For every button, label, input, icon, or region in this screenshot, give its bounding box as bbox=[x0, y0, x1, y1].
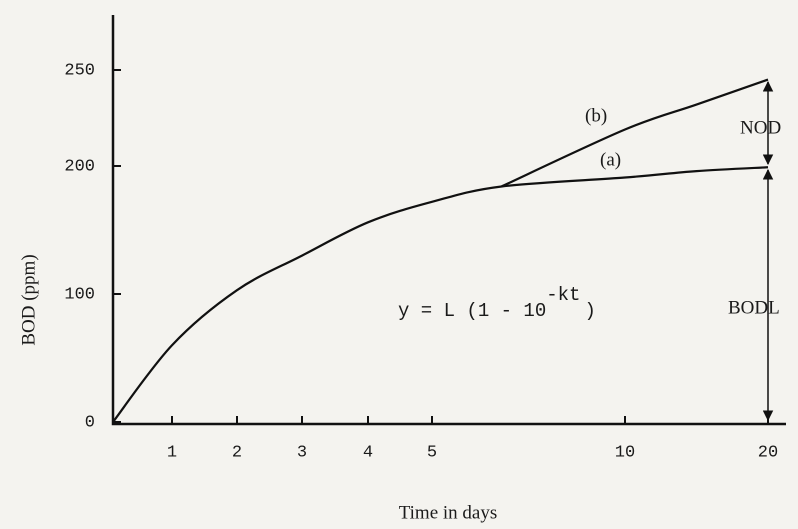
page: BOD (ppm) Time in days NOD BODL y = L (1… bbox=[0, 0, 798, 529]
equation-end: ) bbox=[584, 300, 595, 322]
x-tick-label: 5 bbox=[427, 443, 437, 462]
x-tick-label: 3 bbox=[297, 443, 307, 462]
x-tick-label: 4 bbox=[363, 443, 373, 462]
x-axis-label: Time in days bbox=[399, 502, 498, 523]
series-line bbox=[501, 80, 768, 187]
bodl-label: BODL bbox=[728, 297, 780, 318]
x-tick-label: 2 bbox=[232, 443, 242, 462]
series-label: (b) bbox=[585, 105, 607, 126]
equation: y = L (1 - 10-kt) bbox=[398, 284, 596, 322]
equation-main: y = L (1 - 10 bbox=[398, 300, 546, 322]
x-tick-label: 10 bbox=[615, 443, 635, 462]
series-label: (a) bbox=[600, 149, 621, 170]
axes bbox=[113, 15, 786, 424]
series-line bbox=[113, 167, 768, 422]
chart: BOD (ppm) Time in days NOD BODL y = L (1… bbox=[0, 0, 798, 529]
y-axis-label: BOD (ppm) bbox=[18, 254, 39, 345]
x-tick-label: 20 bbox=[758, 443, 778, 462]
x-tick-label: 1 bbox=[167, 443, 177, 462]
equation-exponent: -kt bbox=[546, 284, 580, 306]
y-tick-label: 100 bbox=[64, 285, 95, 304]
y-tick-label: 250 bbox=[64, 61, 95, 80]
y-tick-label: 200 bbox=[64, 157, 95, 176]
y-tick-label: 0 bbox=[85, 413, 95, 432]
nod-label: NOD bbox=[740, 117, 781, 138]
